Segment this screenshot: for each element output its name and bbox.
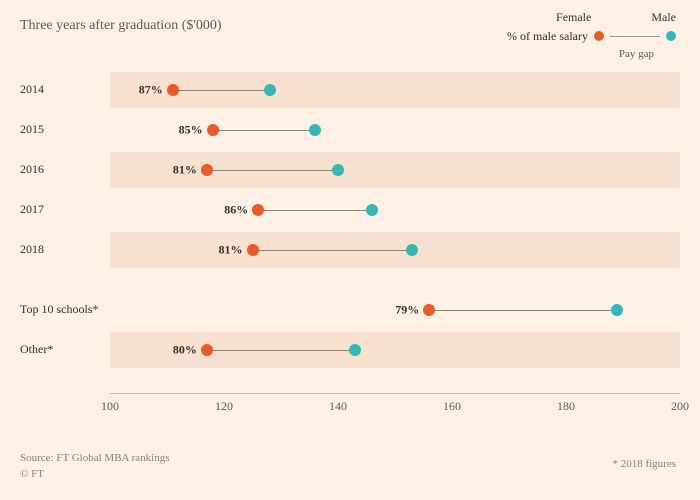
row-label: Top 10 schools* [20, 302, 110, 317]
footer-note: * 2018 figures [612, 458, 676, 470]
x-tick: 160 [443, 399, 461, 414]
plot-area: 100120140160180200201487%201585%201681%2… [20, 60, 680, 420]
pct-label: 86% [224, 203, 254, 218]
copyright-text: © FT [20, 468, 44, 480]
chart-title: Three years after graduation ($'000) [20, 18, 222, 34]
gap-line [207, 350, 355, 351]
male-marker [264, 84, 276, 96]
legend-gap-label: Pay gap [619, 48, 654, 60]
male-marker [349, 344, 361, 356]
male-marker [611, 304, 623, 316]
gap-line [173, 90, 270, 91]
row-label: Other* [20, 342, 110, 357]
x-axis-line [110, 393, 680, 394]
pct-label: 85% [179, 123, 209, 138]
pct-label: 81% [219, 243, 249, 258]
male-marker [406, 244, 418, 256]
source-text: Source: FT Global MBA rankings [20, 452, 170, 464]
row-label: 2016 [20, 162, 110, 177]
legend-female-label: Female [556, 10, 591, 25]
x-tick: 100 [101, 399, 119, 414]
x-tick: 180 [557, 399, 575, 414]
footer-source: Source: FT Global MBA rankings © FT [20, 451, 170, 482]
x-tick: 120 [215, 399, 233, 414]
legend-male-dot [666, 31, 676, 41]
legend-gap-line [610, 36, 660, 37]
row-label: 2015 [20, 122, 110, 137]
gap-line [253, 250, 413, 251]
row-label: 2014 [20, 82, 110, 97]
legend-pct-label: % of male salary [507, 29, 588, 44]
male-marker [309, 124, 321, 136]
x-tick: 140 [329, 399, 347, 414]
gap-line [258, 210, 372, 211]
legend-female-dot [594, 31, 604, 41]
x-tick: 200 [671, 399, 689, 414]
pct-label: 80% [173, 343, 203, 358]
gap-line [207, 170, 338, 171]
pct-label: 81% [173, 163, 203, 178]
male-marker [332, 164, 344, 176]
male-marker [366, 204, 378, 216]
row-label: 2017 [20, 202, 110, 217]
row-label: 2018 [20, 242, 110, 257]
pct-label: 79% [395, 303, 425, 318]
legend-male-label: Male [651, 10, 676, 25]
legend: Female Male % of male salary Pay gap [507, 10, 676, 63]
pct-label: 87% [139, 83, 169, 98]
gap-line [213, 130, 316, 131]
gap-line [429, 310, 617, 311]
